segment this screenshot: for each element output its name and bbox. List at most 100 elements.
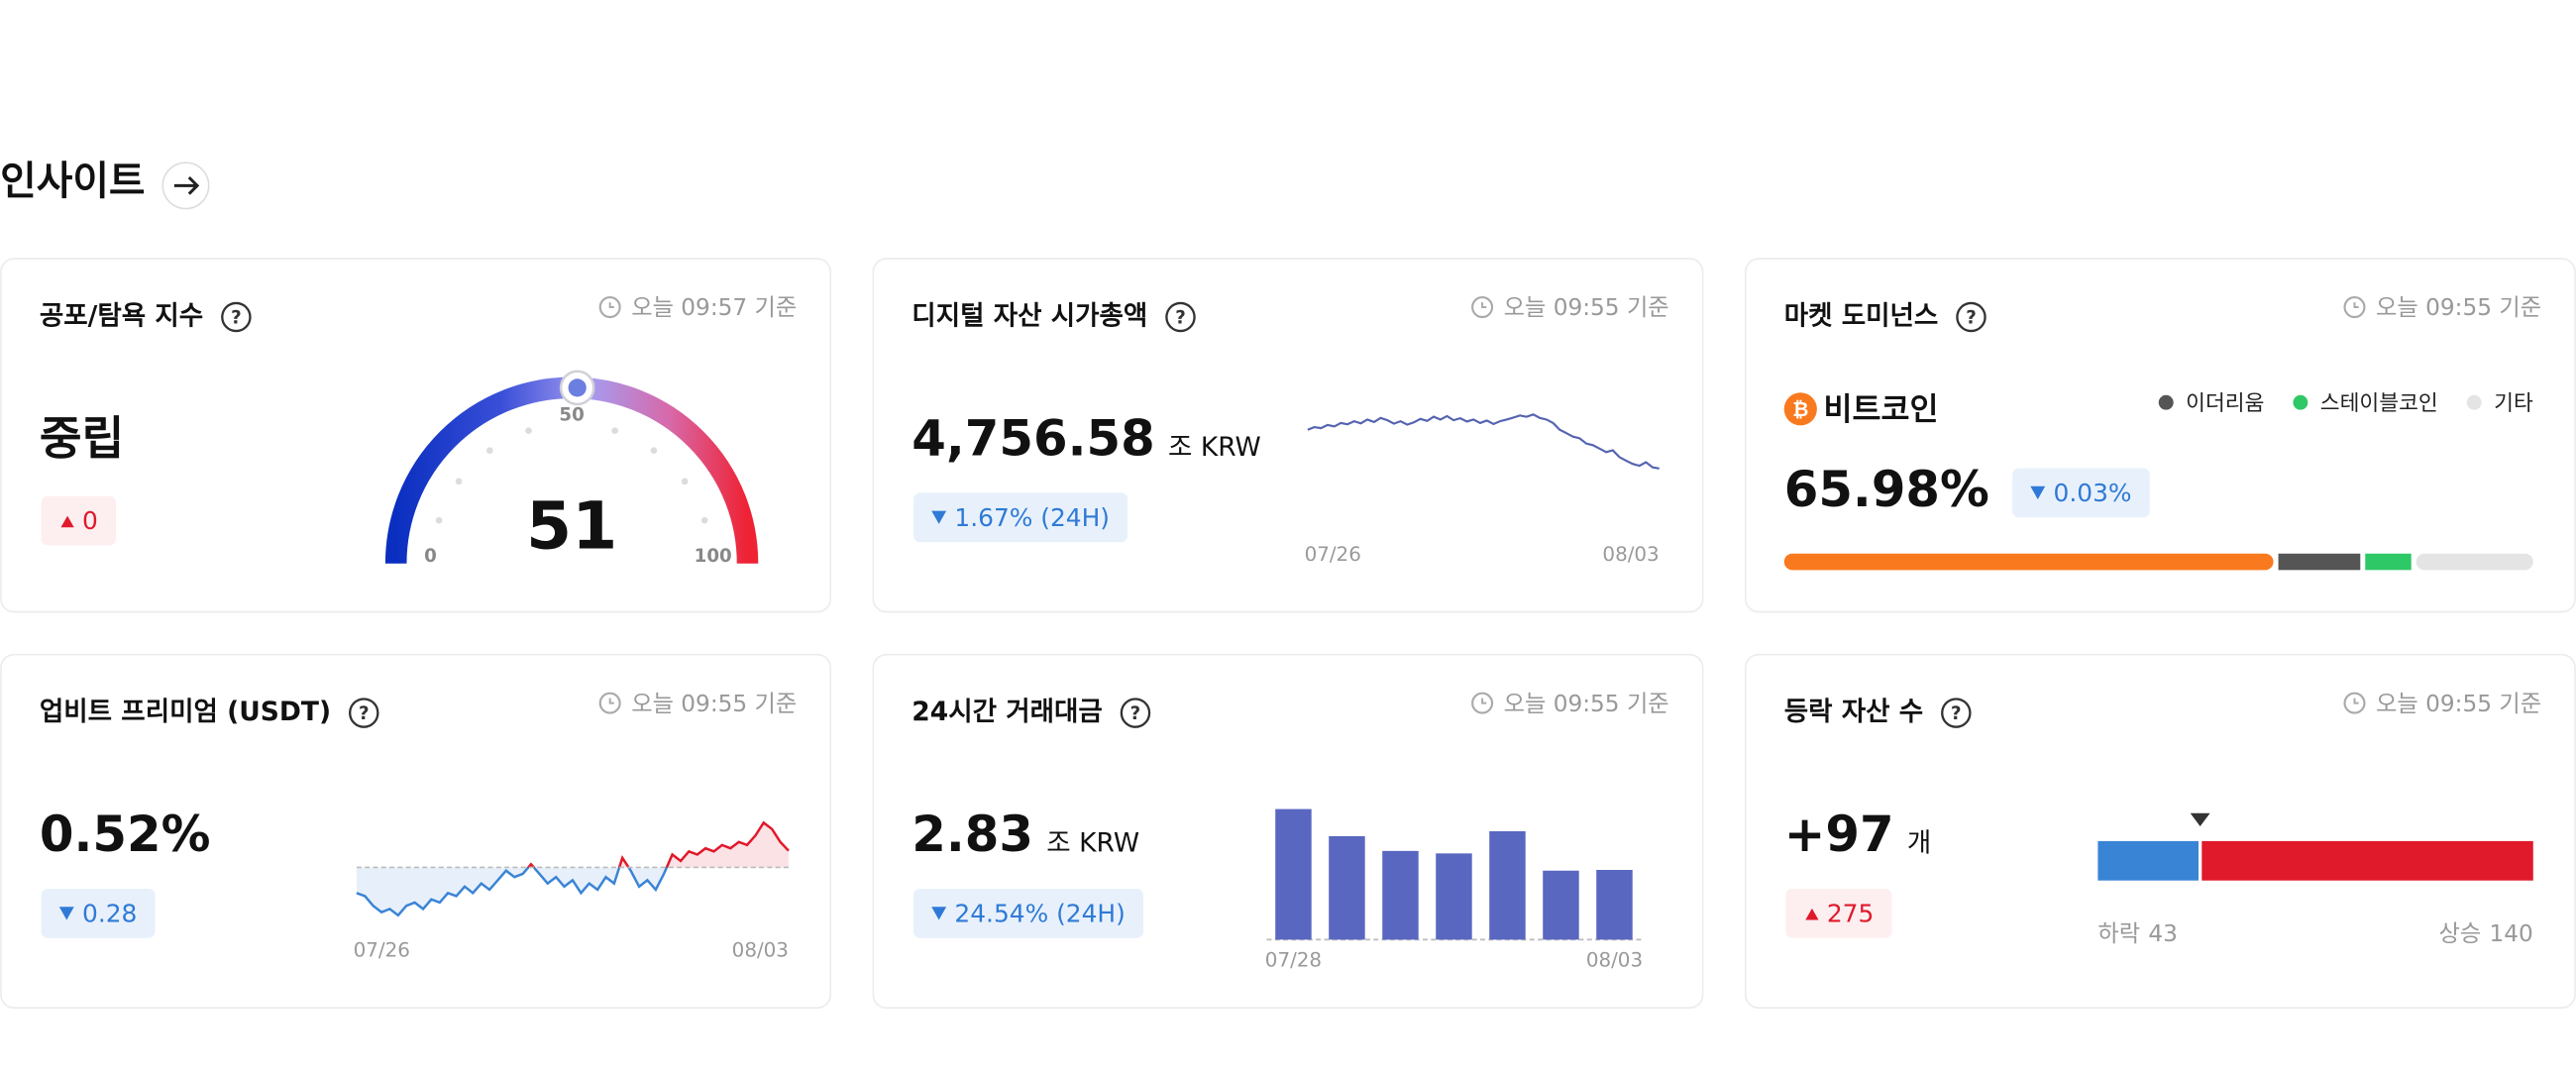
main-value: +97: [1784, 806, 1894, 863]
change-badge: [41, 495, 117, 546]
legend-label: 기타: [2494, 391, 2533, 416]
main-unit: 조 KRW: [1046, 828, 1139, 859]
change-badge: [912, 492, 1128, 543]
gauge-dot: [611, 427, 618, 434]
change-text: 24.54% (24H): [954, 900, 1125, 928]
change-text: 0.28: [82, 900, 137, 928]
area-above: [356, 822, 789, 868]
clock-icon: [2343, 692, 2366, 714]
timestamp: 오늘 09:55 기준: [2376, 691, 2541, 717]
gauge-dot: [525, 427, 532, 434]
clock-hands: [2353, 302, 2359, 309]
legend-label: 이더리움: [2186, 391, 2264, 416]
card-title: 24시간 거래대금: [912, 697, 1102, 727]
clock-icon: [1471, 692, 1494, 714]
help-icon[interactable]: ?: [1120, 698, 1151, 728]
gauge-dot: [650, 447, 658, 454]
change-arrow: [931, 907, 947, 920]
gauge-tick-label: 100: [695, 546, 732, 567]
section-title: 인사이트: [0, 159, 145, 204]
card-title: 업비트 프리미엄 (USDT): [40, 697, 331, 727]
up-count: 140: [2489, 920, 2532, 947]
change-text: 1.67% (24H): [954, 503, 1110, 532]
card-frame: [1744, 653, 2576, 1010]
legend-dot: [2158, 394, 2174, 410]
main-unit: 개: [1907, 828, 1931, 859]
dominance-segment: [2415, 553, 2533, 571]
main-value: 65.98%: [1784, 461, 1989, 518]
change-arrow: [58, 907, 74, 920]
timestamp: 오늘 09:55 기준: [2376, 294, 2541, 321]
clock-icon: [598, 296, 621, 319]
card-title: 공포/탐욕 지수: [40, 300, 203, 331]
down-segment: [2097, 840, 2199, 881]
clock-hands: [2353, 698, 2359, 704]
gauge-dot: [455, 478, 463, 485]
help-circle: [221, 301, 252, 333]
status: 중립: [40, 412, 124, 466]
help-icon[interactable]: ?: [1941, 698, 1972, 728]
help-circle: [349, 698, 379, 728]
timestamp: 오늘 09:55 기준: [631, 691, 797, 717]
change-badge: [41, 888, 156, 938]
coin-icon-glyph: ₿: [1792, 398, 1808, 421]
gauge-dot: [435, 516, 443, 524]
timestamp: 오늘 09:55 기준: [1504, 691, 1669, 717]
gauge-tick-label: 50: [559, 404, 584, 425]
dominance-segment: [2365, 553, 2412, 571]
line-below: [356, 867, 669, 917]
gauge-tick-label: 0: [424, 546, 437, 567]
sparkline: [1307, 413, 1660, 470]
change-arrow: [2030, 485, 2046, 500]
coin-name: 비트코인: [1824, 392, 1939, 428]
change-text: 275: [1827, 900, 1874, 928]
help-mark: ?: [1966, 308, 1977, 329]
change-arrow: [931, 510, 947, 524]
help-circle: [1165, 301, 1196, 333]
help-circle: [1956, 301, 1986, 333]
x-label: 07/26: [354, 938, 410, 961]
card: 디지털 자산 시가총액? 오늘 09:55 기준 4,756.58 조 KRW 1.67…: [872, 258, 1704, 613]
change-text: 0: [82, 506, 98, 535]
bar: [1275, 808, 1312, 940]
help-icon[interactable]: ?: [1165, 301, 1196, 333]
x-label: 08/03: [1602, 543, 1659, 566]
help-icon[interactable]: ?: [349, 698, 379, 728]
timestamp: 오늘 09:57 기준: [631, 294, 797, 321]
down-count: 43: [2148, 920, 2178, 947]
card-title: 마켓 도미넌스: [1784, 300, 1939, 331]
help-mark: ?: [1130, 703, 1141, 724]
card: 마켓 도미넌스? 오늘 09:55 기준 ₿ 비트코인 기타 스테이블코인 이더리움 65.9…: [1744, 258, 2576, 613]
help-mark: ?: [1951, 703, 1962, 724]
down-name: 하락: [2097, 920, 2140, 947]
change-arrow: [60, 515, 74, 528]
timestamp: 오늘 09:55 기준: [1504, 294, 1669, 321]
clock-hands: [608, 302, 614, 309]
line-above: [526, 820, 790, 868]
gauge-dot: [700, 516, 708, 524]
help-mark: ?: [231, 308, 242, 329]
gauge-knob: [559, 370, 595, 406]
x-label: 08/03: [732, 938, 789, 961]
bar: [1543, 870, 1579, 940]
bar: [1596, 870, 1633, 940]
dominance-segment: [1783, 553, 2274, 571]
help-circle: [1941, 698, 1972, 728]
card: 업비트 프리미엄 (USDT)? 오늘 09:55 기준 0.52% 0.28 07/2…: [0, 653, 832, 1010]
clock-hands: [1481, 698, 1487, 704]
more-button[interactable]: [161, 161, 210, 210]
main-value: 0.52%: [40, 806, 211, 863]
gauge-dot: [681, 478, 689, 485]
main-unit: 조 KRW: [1168, 432, 1261, 463]
bar: [1329, 835, 1365, 940]
help-icon[interactable]: ?: [1956, 301, 1986, 333]
knob-inner: [568, 378, 587, 397]
change-badge: [912, 888, 1144, 938]
change-arrow: [1805, 908, 1819, 920]
help-mark: ?: [1175, 308, 1186, 329]
clock-hands: [1481, 302, 1487, 309]
bar: [1489, 830, 1526, 940]
main-value: 2.83: [912, 806, 1033, 863]
help-icon[interactable]: ?: [221, 301, 252, 333]
